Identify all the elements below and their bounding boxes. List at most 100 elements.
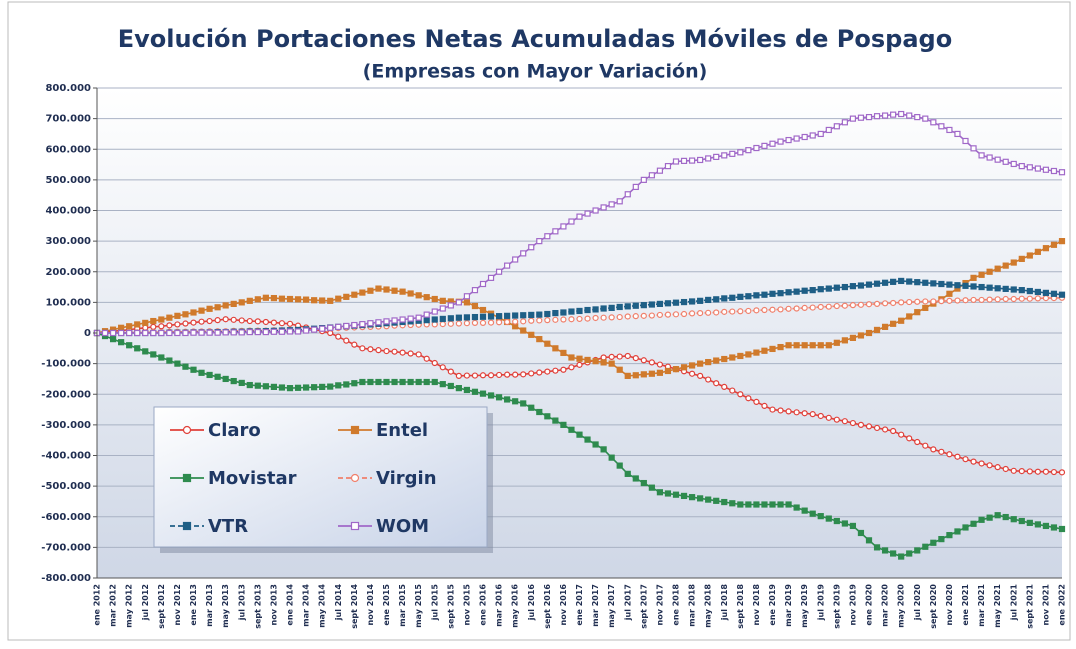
y-tick-label: -200.000 xyxy=(41,389,91,400)
marker xyxy=(616,313,623,321)
marker xyxy=(1010,160,1017,168)
marker xyxy=(753,292,760,299)
marker xyxy=(479,313,487,320)
x-tick-label: nov 2018 xyxy=(752,584,761,626)
marker xyxy=(126,323,133,330)
marker xyxy=(946,297,953,304)
marker xyxy=(1042,166,1050,173)
marker xyxy=(697,360,704,367)
marker xyxy=(592,358,599,365)
x-tick-label: jul 2020 xyxy=(913,584,922,622)
marker xyxy=(182,473,192,483)
marker xyxy=(954,297,961,304)
marker xyxy=(946,290,953,297)
marker xyxy=(729,294,736,301)
marker xyxy=(174,329,181,337)
marker xyxy=(769,140,776,147)
marker xyxy=(721,498,728,506)
marker xyxy=(922,304,929,311)
marker xyxy=(350,425,360,435)
marker xyxy=(536,317,543,324)
marker xyxy=(616,353,623,360)
marker xyxy=(222,316,229,323)
marker xyxy=(479,280,487,288)
marker xyxy=(158,323,165,330)
marker xyxy=(270,328,278,335)
marker xyxy=(616,303,623,311)
y-tick-label: 0 xyxy=(84,328,91,339)
marker xyxy=(656,361,664,368)
marker xyxy=(745,501,752,508)
x-tick-label: may 2020 xyxy=(897,584,906,628)
marker xyxy=(873,113,881,120)
marker xyxy=(656,369,664,376)
x-tick-label: sept 2012 xyxy=(157,584,166,629)
x-tick-label: nov 2015 xyxy=(462,584,471,626)
marker xyxy=(544,368,551,375)
marker xyxy=(568,316,575,323)
marker xyxy=(713,380,720,387)
marker xyxy=(970,520,977,527)
marker xyxy=(439,297,446,304)
marker xyxy=(793,409,800,416)
marker xyxy=(254,318,261,325)
x-tick-label: ene 2020 xyxy=(865,584,874,626)
series xyxy=(93,329,1066,560)
marker xyxy=(898,317,905,324)
x-tick-label: mar 2018 xyxy=(688,584,697,627)
y-tick-label: 200.000 xyxy=(45,267,91,278)
marker xyxy=(801,133,808,141)
marker xyxy=(632,475,639,482)
marker xyxy=(584,356,591,364)
marker xyxy=(254,296,261,303)
marker xyxy=(552,309,559,317)
marker xyxy=(158,316,165,323)
marker xyxy=(150,329,157,337)
marker xyxy=(536,311,543,318)
marker xyxy=(552,316,559,323)
marker xyxy=(954,130,961,138)
marker xyxy=(713,309,720,316)
marker xyxy=(849,522,857,530)
marker xyxy=(753,349,760,356)
marker xyxy=(825,414,832,421)
marker xyxy=(286,385,294,392)
marker xyxy=(688,157,696,164)
marker xyxy=(335,323,342,330)
marker xyxy=(881,112,889,119)
marker xyxy=(1018,295,1025,302)
marker xyxy=(849,334,857,341)
marker xyxy=(672,299,680,306)
marker xyxy=(994,285,1001,292)
marker xyxy=(737,501,744,508)
y-tick-label: -100.000 xyxy=(41,359,91,370)
marker xyxy=(439,364,446,371)
marker xyxy=(302,296,310,303)
marker xyxy=(407,315,414,322)
marker xyxy=(142,348,149,355)
marker xyxy=(978,460,985,467)
marker xyxy=(254,328,261,336)
marker xyxy=(512,312,519,319)
marker xyxy=(672,158,680,165)
x-tick-label: ene 2015 xyxy=(382,584,391,626)
marker xyxy=(576,307,583,315)
chart-subtitle: (Empresas con Mayor Variación) xyxy=(363,61,708,83)
x-tick-label: nov 2013 xyxy=(269,584,278,625)
y-tick-label: 500.000 xyxy=(45,175,91,186)
marker xyxy=(101,329,109,337)
marker xyxy=(351,380,358,387)
x-tick-label: mar 2015 xyxy=(398,584,407,627)
marker xyxy=(777,343,784,351)
x-tick-label: ene 2019 xyxy=(768,584,777,626)
marker xyxy=(680,310,688,318)
marker xyxy=(841,418,848,425)
marker xyxy=(536,238,543,245)
marker xyxy=(576,213,583,220)
marker xyxy=(688,494,696,501)
legend-label: WOM xyxy=(376,516,429,537)
x-tick-label: nov 2017 xyxy=(655,584,664,625)
marker xyxy=(166,322,173,329)
marker xyxy=(399,378,406,386)
